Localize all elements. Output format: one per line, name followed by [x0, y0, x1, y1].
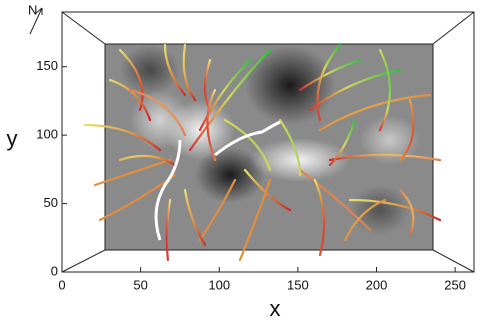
field-line	[343, 198, 387, 242]
x-tick-label: 50	[133, 277, 147, 292]
neutral-lines	[154, 120, 281, 241]
field-line	[163, 43, 187, 97]
field-line	[328, 153, 442, 162]
x-axis-title: x	[270, 296, 281, 321]
y-tick-label: 0	[51, 263, 58, 278]
box-frame	[61, 11, 475, 273]
field-line	[316, 43, 342, 122]
field-line	[328, 118, 357, 167]
y-tick-label: 150	[36, 58, 58, 73]
field-line	[298, 58, 362, 92]
y-axis-title: y	[7, 126, 18, 151]
field-line	[223, 118, 272, 172]
field-line	[183, 188, 207, 247]
field-line	[198, 178, 237, 242]
field-line	[348, 198, 442, 222]
north-arrow: N	[28, 2, 43, 35]
field-line	[243, 168, 292, 212]
field-line	[298, 168, 372, 232]
field-line	[238, 178, 272, 262]
field-line	[83, 123, 162, 152]
field-line	[128, 88, 187, 137]
x-tick-label: 0	[58, 277, 65, 292]
x-tick-label: 250	[444, 277, 466, 292]
field-line	[398, 188, 415, 237]
field-line	[182, 43, 197, 102]
x-tick-label: 100	[208, 277, 230, 292]
field-line	[188, 48, 272, 152]
field-line	[93, 158, 172, 187]
field-lines	[83, 43, 442, 262]
field-line	[398, 98, 415, 162]
field-line	[206, 88, 217, 162]
field-line	[313, 178, 326, 257]
x-tick-label: 200	[366, 277, 388, 292]
field-line	[108, 78, 152, 122]
x-tick-label: 150	[287, 277, 309, 292]
field-line	[318, 93, 432, 132]
y-tick-label: 100	[36, 127, 58, 142]
y-tick-label: 50	[44, 195, 58, 210]
field-line	[118, 154, 177, 167]
field-line	[278, 118, 302, 177]
magnetogram	[105, 44, 433, 250]
field-line	[165, 198, 172, 262]
north-label: N	[28, 2, 37, 17]
field-line	[378, 48, 392, 132]
field-line	[198, 58, 252, 132]
